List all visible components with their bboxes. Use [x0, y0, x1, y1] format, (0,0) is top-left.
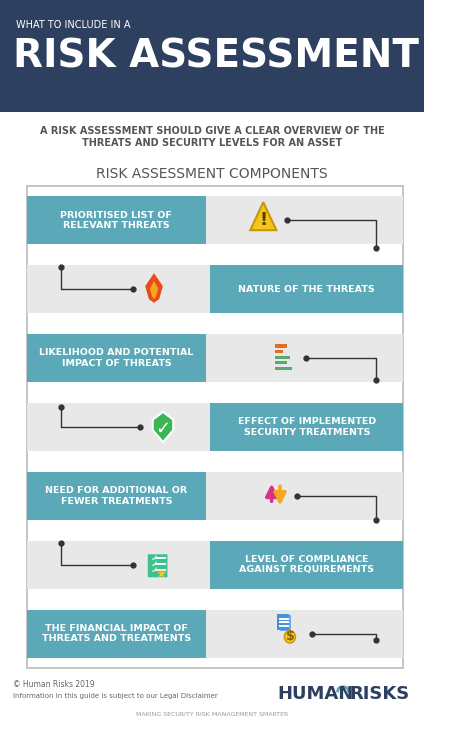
- FancyBboxPatch shape: [275, 356, 290, 359]
- Text: PRIORITISED LIST OF
RELEVANT THREATS: PRIORITISED LIST OF RELEVANT THREATS: [61, 210, 173, 230]
- Text: ✓: ✓: [151, 554, 158, 562]
- Text: $: $: [285, 630, 294, 643]
- Text: RISK ASSESSMENT: RISK ASSESSMENT: [12, 38, 419, 76]
- FancyBboxPatch shape: [275, 367, 292, 370]
- FancyBboxPatch shape: [210, 403, 403, 451]
- Text: ✓: ✓: [151, 566, 158, 575]
- FancyBboxPatch shape: [27, 186, 403, 668]
- Text: THE FINANCIAL IMPACT OF
THREATS AND TREATMENTS: THE FINANCIAL IMPACT OF THREATS AND TREA…: [42, 624, 191, 643]
- FancyBboxPatch shape: [0, 0, 425, 112]
- FancyBboxPatch shape: [210, 541, 403, 589]
- Text: !: !: [259, 211, 267, 229]
- Text: A RISK ASSESSMENT SHOULD GIVE A CLEAR OVERVIEW OF THE
THREATS AND SECURITY LEVEL: A RISK ASSESSMENT SHOULD GIVE A CLEAR OV…: [40, 126, 384, 148]
- Text: ✓: ✓: [155, 419, 171, 437]
- Polygon shape: [145, 273, 163, 303]
- FancyBboxPatch shape: [275, 350, 283, 354]
- Text: © Human Risks 2019: © Human Risks 2019: [13, 680, 95, 689]
- FancyBboxPatch shape: [206, 472, 403, 520]
- Text: EFFECT OF IMPLEMENTED
SECURITY TREATMENTS: EFFECT OF IMPLEMENTED SECURITY TREATMENT…: [237, 417, 376, 436]
- FancyBboxPatch shape: [27, 472, 206, 520]
- Text: NATURE OF THE THREATS: NATURE OF THE THREATS: [238, 285, 375, 294]
- Circle shape: [284, 630, 295, 643]
- FancyBboxPatch shape: [206, 609, 403, 657]
- FancyBboxPatch shape: [27, 266, 210, 313]
- FancyBboxPatch shape: [275, 345, 287, 348]
- Text: MAKING SECURITY RISK MANAGEMENT SMARTER: MAKING SECURITY RISK MANAGEMENT SMARTER: [136, 712, 288, 716]
- FancyBboxPatch shape: [27, 334, 206, 382]
- Polygon shape: [150, 281, 158, 299]
- FancyBboxPatch shape: [280, 615, 292, 631]
- FancyBboxPatch shape: [27, 403, 210, 451]
- Text: ✓: ✓: [151, 560, 158, 568]
- FancyBboxPatch shape: [210, 266, 403, 313]
- FancyBboxPatch shape: [27, 609, 206, 657]
- Text: WHAT TO INCLUDE IN A: WHAT TO INCLUDE IN A: [16, 20, 131, 30]
- FancyBboxPatch shape: [275, 361, 287, 365]
- Text: HUMAN: HUMAN: [278, 685, 354, 703]
- Text: RISKS: RISKS: [349, 685, 410, 703]
- FancyBboxPatch shape: [206, 334, 403, 382]
- FancyBboxPatch shape: [277, 614, 289, 630]
- Text: RISK ASSESSMENT COMPONENTS: RISK ASSESSMENT COMPONENTS: [96, 167, 328, 181]
- Text: Information in this guide is subject to our Legal Disclaimer: Information in this guide is subject to …: [13, 693, 218, 699]
- Text: LEVEL OF COMPLIANCE
AGAINST REQUIREMENTS: LEVEL OF COMPLIANCE AGAINST REQUIREMENTS: [239, 555, 374, 574]
- FancyBboxPatch shape: [27, 541, 210, 589]
- FancyBboxPatch shape: [148, 554, 167, 577]
- Text: ★: ★: [155, 568, 166, 580]
- Polygon shape: [250, 202, 276, 231]
- Polygon shape: [153, 412, 173, 442]
- FancyBboxPatch shape: [206, 196, 403, 245]
- FancyBboxPatch shape: [27, 196, 206, 245]
- Text: NEED FOR ADDITIONAL OR
FEWER TREATMENTS: NEED FOR ADDITIONAL OR FEWER TREATMENTS: [46, 486, 188, 506]
- Text: LIKELIHOOD AND POTENTIAL
IMPACT OF THREATS: LIKELIHOOD AND POTENTIAL IMPACT OF THREA…: [39, 348, 193, 368]
